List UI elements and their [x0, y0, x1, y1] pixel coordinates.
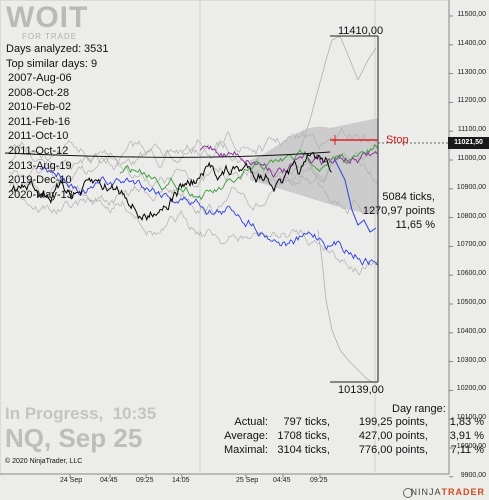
day-range-points: 776,00 points, [358, 444, 428, 456]
day-range-label: Maximal: [223, 444, 268, 456]
chart-overlay [330, 35, 448, 383]
day-range-ticks: 3104 ticks, [277, 444, 330, 456]
price-axis-label: 10600,00 [456, 270, 486, 278]
price-axis-label: 10100,00 [456, 414, 486, 422]
day-range-pct: 1,83 % [449, 416, 484, 428]
reference-line [4, 151, 331, 158]
similar-day-line [9, 141, 378, 217]
price-axis-label: 10400,00 [456, 327, 486, 335]
similar-day-line [39, 165, 378, 266]
chart-grid [0, 0, 453, 478]
logo: WOIT [6, 1, 89, 34]
similar-day-item: 2011-Feb-16 [8, 115, 71, 128]
price-axis-label: 10200,00 [456, 385, 486, 393]
price-axis-label: 9900,00 [460, 471, 486, 479]
similar-day-item: 2020-May-13 [8, 188, 73, 201]
ninjatrader-brand: NINJATRADER [410, 487, 485, 497]
brand-part-a: NINJA [410, 487, 442, 497]
time-axis-label: 25 Sep [236, 477, 259, 484]
similar-day-item: 2011-Oct-12 [8, 145, 69, 157]
day-range-pct: 7,11 % [450, 444, 484, 456]
projection-low: 10139,00 [338, 384, 384, 396]
price-axis-label: 11300,00 [457, 68, 486, 76]
price-axis-label: 10300,00 [456, 356, 486, 364]
actual-price-line [9, 151, 332, 222]
ninjatrader-logo-icon [403, 488, 413, 498]
time-axis-label: 04:45 [273, 477, 291, 484]
top-similar-label: Top similar days: [6, 58, 88, 70]
similar-day-line [9, 141, 378, 184]
copyright: © 2020 NinjaTrader, LLC [5, 458, 83, 465]
similar-day-item: 2011-Oct-10 [8, 130, 69, 143]
similar-day-item: 2013-Aug-19 [8, 159, 72, 172]
similar-day-item: 2010-Feb-02 [8, 101, 71, 114]
price-axis-label: 10700,00 [456, 241, 486, 249]
status-time: 10:35 [112, 404, 157, 423]
chart-series [4, 35, 379, 383]
similar-day-item: 2019-Dec-10 [8, 174, 72, 187]
similar-day-line [9, 181, 378, 276]
price-axis-label: 10900,00 [456, 183, 486, 191]
range-pct: 11,65 % [395, 219, 435, 231]
current-price-marker: 11021,50 [448, 137, 489, 149]
days-analyzed-label: Days analyzed: [6, 43, 82, 55]
similar-day-line [317, 229, 373, 383]
range-ticks: 5084 ticks, [382, 191, 435, 203]
top-similar-value: 9 [91, 58, 98, 70]
instrument-label: NQ, Sep 25 [5, 423, 143, 453]
price-axis-label: 10500,00 [456, 299, 486, 306]
price-axis-label: 11000,00 [457, 155, 486, 162]
logo-tagline: FOR TRADE [22, 32, 78, 41]
day-range-label: Average: [224, 430, 268, 442]
similar-day-line [334, 159, 377, 233]
time-axis-label: 09:25 [310, 477, 328, 484]
similar-day-line [9, 127, 378, 199]
day-range-points: 427,00 points, [358, 430, 428, 442]
price-axis-label: 11100,00 [457, 126, 486, 134]
price-axis-label: 10000,00 [456, 443, 486, 450]
day-range-ticks: 797 ticks, [283, 416, 330, 428]
projection-high: 11410,00 [338, 25, 384, 37]
price-axis-label: 11400,00 [457, 39, 486, 47]
day-range-title: Day range: [392, 403, 446, 415]
price-axis-label: 10800,00 [456, 212, 486, 220]
similar-day-item: 2007-Aug-06 [8, 72, 72, 84]
day-range-pct: 3,91 % [449, 430, 484, 442]
brand-part-b: TRADER [441, 487, 485, 497]
status-state: In Progress, [5, 404, 104, 423]
time-axis-label: 24 Sep [60, 477, 83, 484]
price-axis-label: 11200,00 [457, 97, 486, 105]
day-range-points: 199,25 points, [358, 416, 428, 428]
time-axis-label: 09:25 [136, 477, 154, 484]
status-line: In Progress, 10:35 [5, 404, 156, 424]
similar-day-line [119, 143, 379, 201]
day-range-ticks: 1708 ticks, [277, 430, 330, 442]
stop-label: Stop [386, 134, 409, 146]
day-range-label: Actual: [234, 416, 268, 428]
time-axis-label: 14:05 [172, 477, 190, 484]
price-axis-label: 11500,00 [457, 11, 486, 18]
similar-day-line [199, 145, 378, 179]
similar-day-line [9, 140, 378, 188]
range-points: 1270,97 points [362, 205, 435, 217]
time-axis-label: 04:45 [100, 477, 118, 484]
days-analyzed-value: 3531 [84, 43, 109, 55]
similar-day-line [299, 35, 377, 151]
similar-day-item: 2008-Oct-28 [8, 86, 70, 99]
